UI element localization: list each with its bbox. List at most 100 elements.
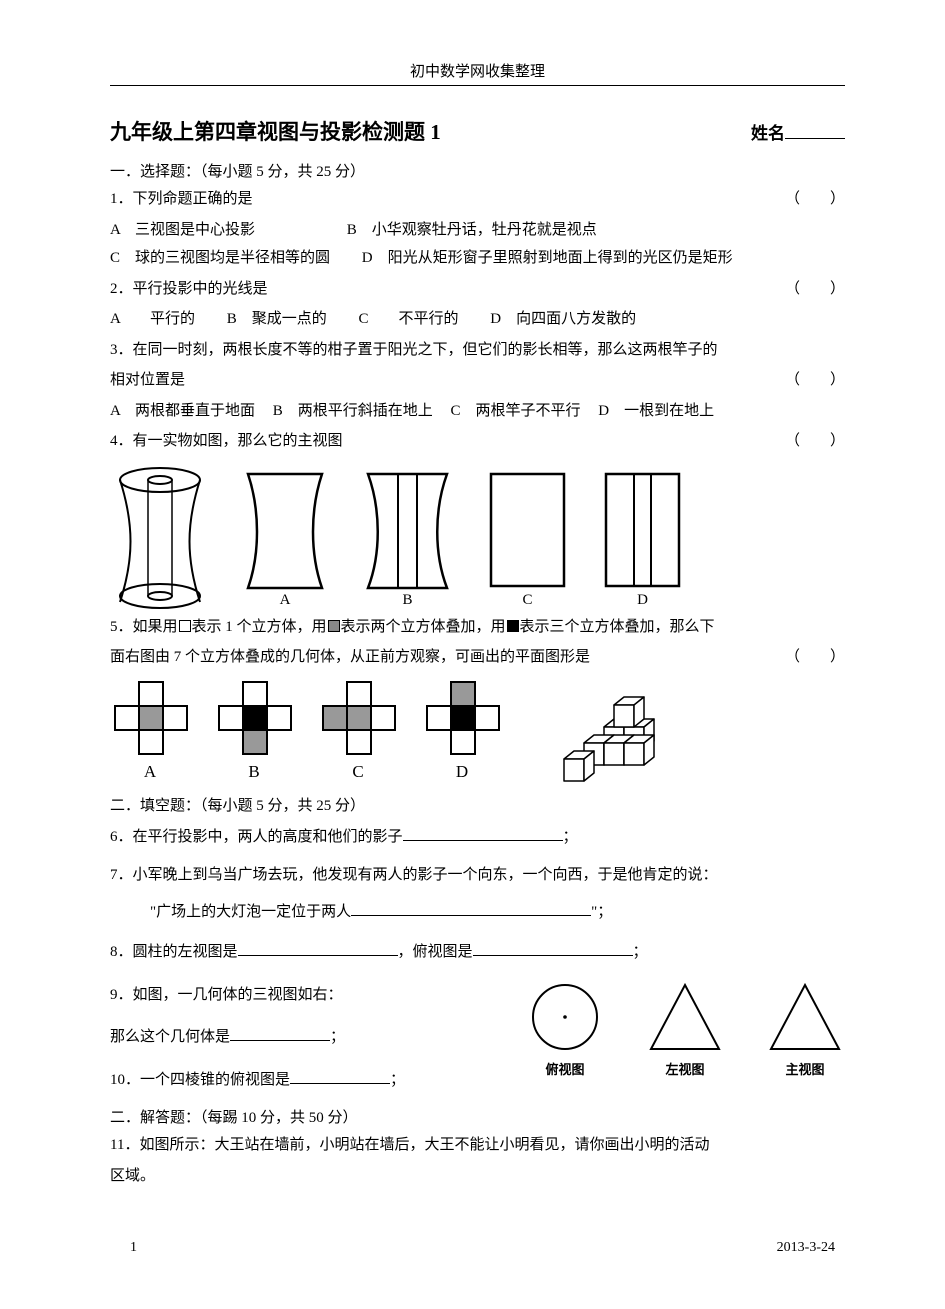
label-a: A <box>240 592 330 609</box>
q6-end: ； <box>563 829 578 845</box>
grid-d-icon <box>422 680 502 758</box>
q5-t1: 5．如果用 <box>110 619 178 635</box>
q9-c: ； <box>330 1029 345 1045</box>
section-1-head: 一．选择题：（每小题 5 分，共 25 分） <box>110 160 845 181</box>
page-title: 九年级上第四章视图与投影检测题 1 <box>110 116 441 146</box>
name-label: 姓名 <box>751 124 785 143</box>
q2-stem: 2．平行投影中的光线是 （ ） <box>110 275 845 304</box>
q5-paren[interactable]: （ ） <box>785 643 845 672</box>
q5-t3: 表示两个立方体叠加，用 <box>341 619 506 635</box>
q2-options: A 平行的 B 聚成一点的 C 不平行的 D 向四面八方发散的 <box>110 305 845 334</box>
triangle-front-icon <box>765 979 845 1055</box>
circle-dot-icon <box>525 979 605 1055</box>
page-footer: 1 2013-3-24 <box>110 1240 845 1256</box>
q2-opt-a[interactable]: A 平行的 <box>110 305 195 334</box>
q2-paren[interactable]: （ ） <box>785 275 845 304</box>
q7-text2a: "广场上的大灯泡一定位于两人 <box>150 904 351 920</box>
q5-opt-c[interactable]: C <box>318 680 398 782</box>
q8-blank1[interactable] <box>238 940 398 957</box>
q1-stem: 1．下列命题正确的是 （ ） <box>110 185 845 214</box>
q8-b: ，俯视图是 <box>398 944 473 960</box>
triangle-left-icon <box>645 979 725 1055</box>
section-3-head: 二．解答题：（每踢 10 分，共 50 分） <box>110 1106 845 1127</box>
q7-l2: "广场上的大灯泡一定位于两人 "； <box>110 898 845 927</box>
q5-opt-a[interactable]: A <box>110 680 190 782</box>
q5-label-a: A <box>110 762 190 782</box>
page: 初中数学网收集整理 九年级上第四章视图与投影检测题 1 姓名 一．选择题：（每小… <box>0 0 945 1309</box>
q7-text2b: "； <box>591 904 612 920</box>
q3-line1: 3．在同一时刻，两根长度不等的柑子置于阳光之下，但它们的影长相等，那么这两根竿子… <box>110 336 845 365</box>
q6-blank[interactable] <box>403 824 563 841</box>
q3-text2: 相对位置是 <box>110 366 185 395</box>
q2-opt-d[interactable]: D 向四面八方发散的 <box>490 305 636 334</box>
grid-c-icon <box>318 680 398 758</box>
q1-opt-d[interactable]: D 阳光从矩形窗子里照射到地面上得到的光区仍是矩形 <box>362 244 733 273</box>
q11-l1: 11．如图所示：大王站在墙前，小明站在墙后，大王不能让小明看见，请你画出小明的活… <box>110 1131 845 1160</box>
q4-opt-d[interactable]: D <box>600 470 685 609</box>
q2-opt-b[interactable]: B 聚成一点的 <box>227 305 327 334</box>
q7-blank[interactable] <box>351 899 591 916</box>
q5-cubes <box>556 687 686 782</box>
q1-opt-c[interactable]: C 球的三视图均是半径相等的圆 <box>110 244 330 273</box>
q3-opt-b[interactable]: B 两根平行斜插在地上 <box>273 397 433 426</box>
q6-text: 6．在平行投影中，两人的高度和他们的影子 <box>110 829 403 845</box>
q4-opt-c[interactable]: C <box>485 470 570 609</box>
q3-opt-c[interactable]: C 两根竿子不平行 <box>451 397 581 426</box>
q9-left: 9．如图，一几何体的三视图如右： 那么这个几何体是； 10．一个四棱锥的俯视图是… <box>110 979 495 1097</box>
q4-solid <box>110 464 210 609</box>
q5-line1: 5．如果用表示 1 个立方体，用表示两个立方体叠加，用表示三个立方体叠加，那么下 <box>110 613 845 642</box>
q5-t2: 表示 1 个立方体，用 <box>192 619 327 635</box>
q2-opt-c[interactable]: C 不平行的 <box>359 305 459 334</box>
q4-paren[interactable]: （ ） <box>785 427 845 456</box>
q9: 9．如图，一几何体的三视图如右： 那么这个几何体是； 10．一个四棱锥的俯视图是… <box>110 979 845 1097</box>
shape-b-icon <box>360 470 455 590</box>
q6: 6．在平行投影中，两人的高度和他们的影子 ； <box>110 823 845 852</box>
q5-opt-b[interactable]: B <box>214 680 294 782</box>
q10: 10．一个四棱锥的俯视图是 ； <box>110 1066 495 1095</box>
q9-figs: 俯视图 左视图 主视图 <box>525 979 845 1078</box>
q5-figures: A B <box>110 680 845 782</box>
q8: 8．圆柱的左视图是，俯视图是； <box>110 938 845 967</box>
q5-label-d: D <box>422 762 502 782</box>
shape-d-icon <box>600 470 685 590</box>
q1-opt-b[interactable]: B 小华观察牡丹话，牡丹花就是视点 <box>347 216 597 245</box>
q1-opt-a[interactable]: A 三视图是中心投影 <box>110 216 255 245</box>
q9-blank[interactable] <box>230 1025 330 1042</box>
q9-fig-left: 左视图 <box>645 979 725 1078</box>
white-square-icon <box>179 620 191 632</box>
q9-a: 9．如图，一几何体的三视图如右： <box>110 981 495 1010</box>
q1-text: 1．下列命题正确的是 <box>110 185 253 214</box>
label-b: B <box>360 592 455 609</box>
q9-cap1: 俯视图 <box>525 1059 605 1078</box>
q8-blank2[interactable] <box>473 940 633 957</box>
footer-page: 1 <box>130 1240 137 1256</box>
q7-l1: 7．小军晚上到乌当广场去玩，他发现有两人的影子一个向东，一个向西，于是他肯定的说… <box>110 861 845 890</box>
q10-b: ； <box>390 1072 405 1088</box>
q3-line2: 相对位置是 （ ） <box>110 366 845 395</box>
q5-opt-d[interactable]: D <box>422 680 502 782</box>
header-rule <box>110 85 845 86</box>
solid-icon <box>110 464 210 609</box>
q10-blank[interactable] <box>290 1067 390 1084</box>
footer-date: 2013-3-24 <box>777 1240 835 1256</box>
shape-a-icon <box>240 470 330 590</box>
section-2-head: 二．填空题：（每小题 5 分，共 25 分） <box>110 794 845 815</box>
name-blank[interactable] <box>785 120 845 139</box>
q3-opt-d[interactable]: D 一根到在地上 <box>598 397 714 426</box>
q10-a: 10．一个四棱锥的俯视图是 <box>110 1072 290 1088</box>
q9-cap2: 左视图 <box>645 1059 725 1078</box>
shape-c-icon <box>485 470 570 590</box>
q1-options-row2: C 球的三视图均是半径相等的圆 D 阳光从矩形窗子里照射到地面上得到的光区仍是矩… <box>110 244 845 273</box>
q3-paren[interactable]: （ ） <box>785 366 845 395</box>
q1-paren[interactable]: （ ） <box>785 185 845 214</box>
label-d: D <box>600 592 685 609</box>
cubes-icon <box>556 687 686 782</box>
q5-text2: 面右图由 7 个立方体叠成的几何体，从正前方观察，可画出的平面图形是 <box>110 643 590 672</box>
grid-b-icon <box>214 680 294 758</box>
q4-opt-a[interactable]: A <box>240 470 330 609</box>
title-row: 九年级上第四章视图与投影检测题 1 姓名 <box>110 116 845 146</box>
q5-label-b: B <box>214 762 294 782</box>
q4-opt-b[interactable]: B <box>360 470 455 609</box>
q4-text: 4．有一实物如图，那么它的主视图 <box>110 427 343 456</box>
q3-opt-a[interactable]: A 两根都垂直于地面 <box>110 397 255 426</box>
